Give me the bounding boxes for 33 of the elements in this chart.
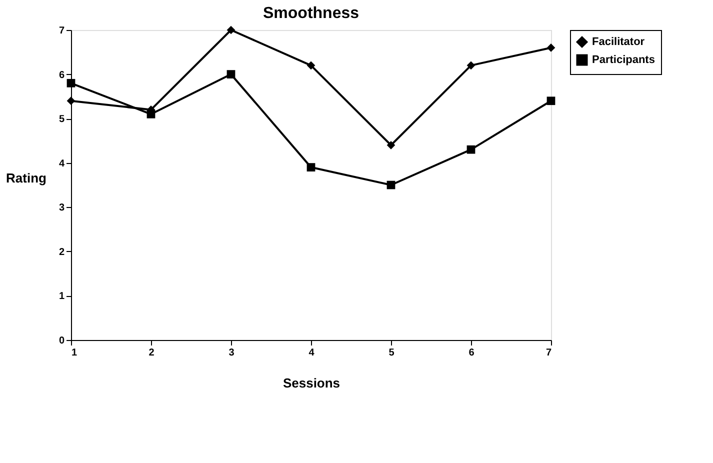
x-tick-label: 6 bbox=[468, 348, 475, 358]
point bbox=[306, 61, 316, 70]
y-tick-label: 1 bbox=[58, 291, 65, 302]
x-tick-label: 3 bbox=[228, 348, 235, 358]
y-tick-label: 6 bbox=[58, 70, 65, 81]
point bbox=[466, 61, 476, 70]
x-axis-title: Sessions bbox=[282, 376, 340, 390]
y-tick-label: 4 bbox=[58, 158, 65, 170]
point bbox=[546, 96, 556, 106]
y-axis-title: Rating bbox=[6, 170, 47, 186]
x-tick-label: 2 bbox=[148, 348, 155, 358]
x-tick-label: 4 bbox=[308, 348, 315, 358]
legend-label: Participants bbox=[592, 54, 655, 66]
legend-label: Facilitator bbox=[592, 36, 646, 48]
point bbox=[66, 78, 76, 88]
x-tick-label: 1 bbox=[72, 348, 78, 358]
point bbox=[146, 110, 156, 118]
point bbox=[386, 140, 396, 150]
point bbox=[306, 163, 316, 172]
point bbox=[66, 96, 76, 106]
y-tick-label: 5 bbox=[58, 114, 65, 126]
y-tick-label: 2 bbox=[58, 246, 65, 258]
point bbox=[466, 145, 476, 154]
y-tick-label: 3 bbox=[58, 202, 65, 214]
y-tick-label: 0 bbox=[58, 336, 65, 346]
point bbox=[226, 26, 236, 34]
x-tick-label: 5 bbox=[388, 348, 395, 358]
point bbox=[226, 70, 236, 78]
point bbox=[546, 44, 556, 52]
chart-title: Smoothness bbox=[262, 5, 360, 22]
x-tick-label: 7 bbox=[546, 348, 552, 358]
y-tick-label: 7 bbox=[58, 26, 65, 36]
point bbox=[386, 180, 396, 190]
